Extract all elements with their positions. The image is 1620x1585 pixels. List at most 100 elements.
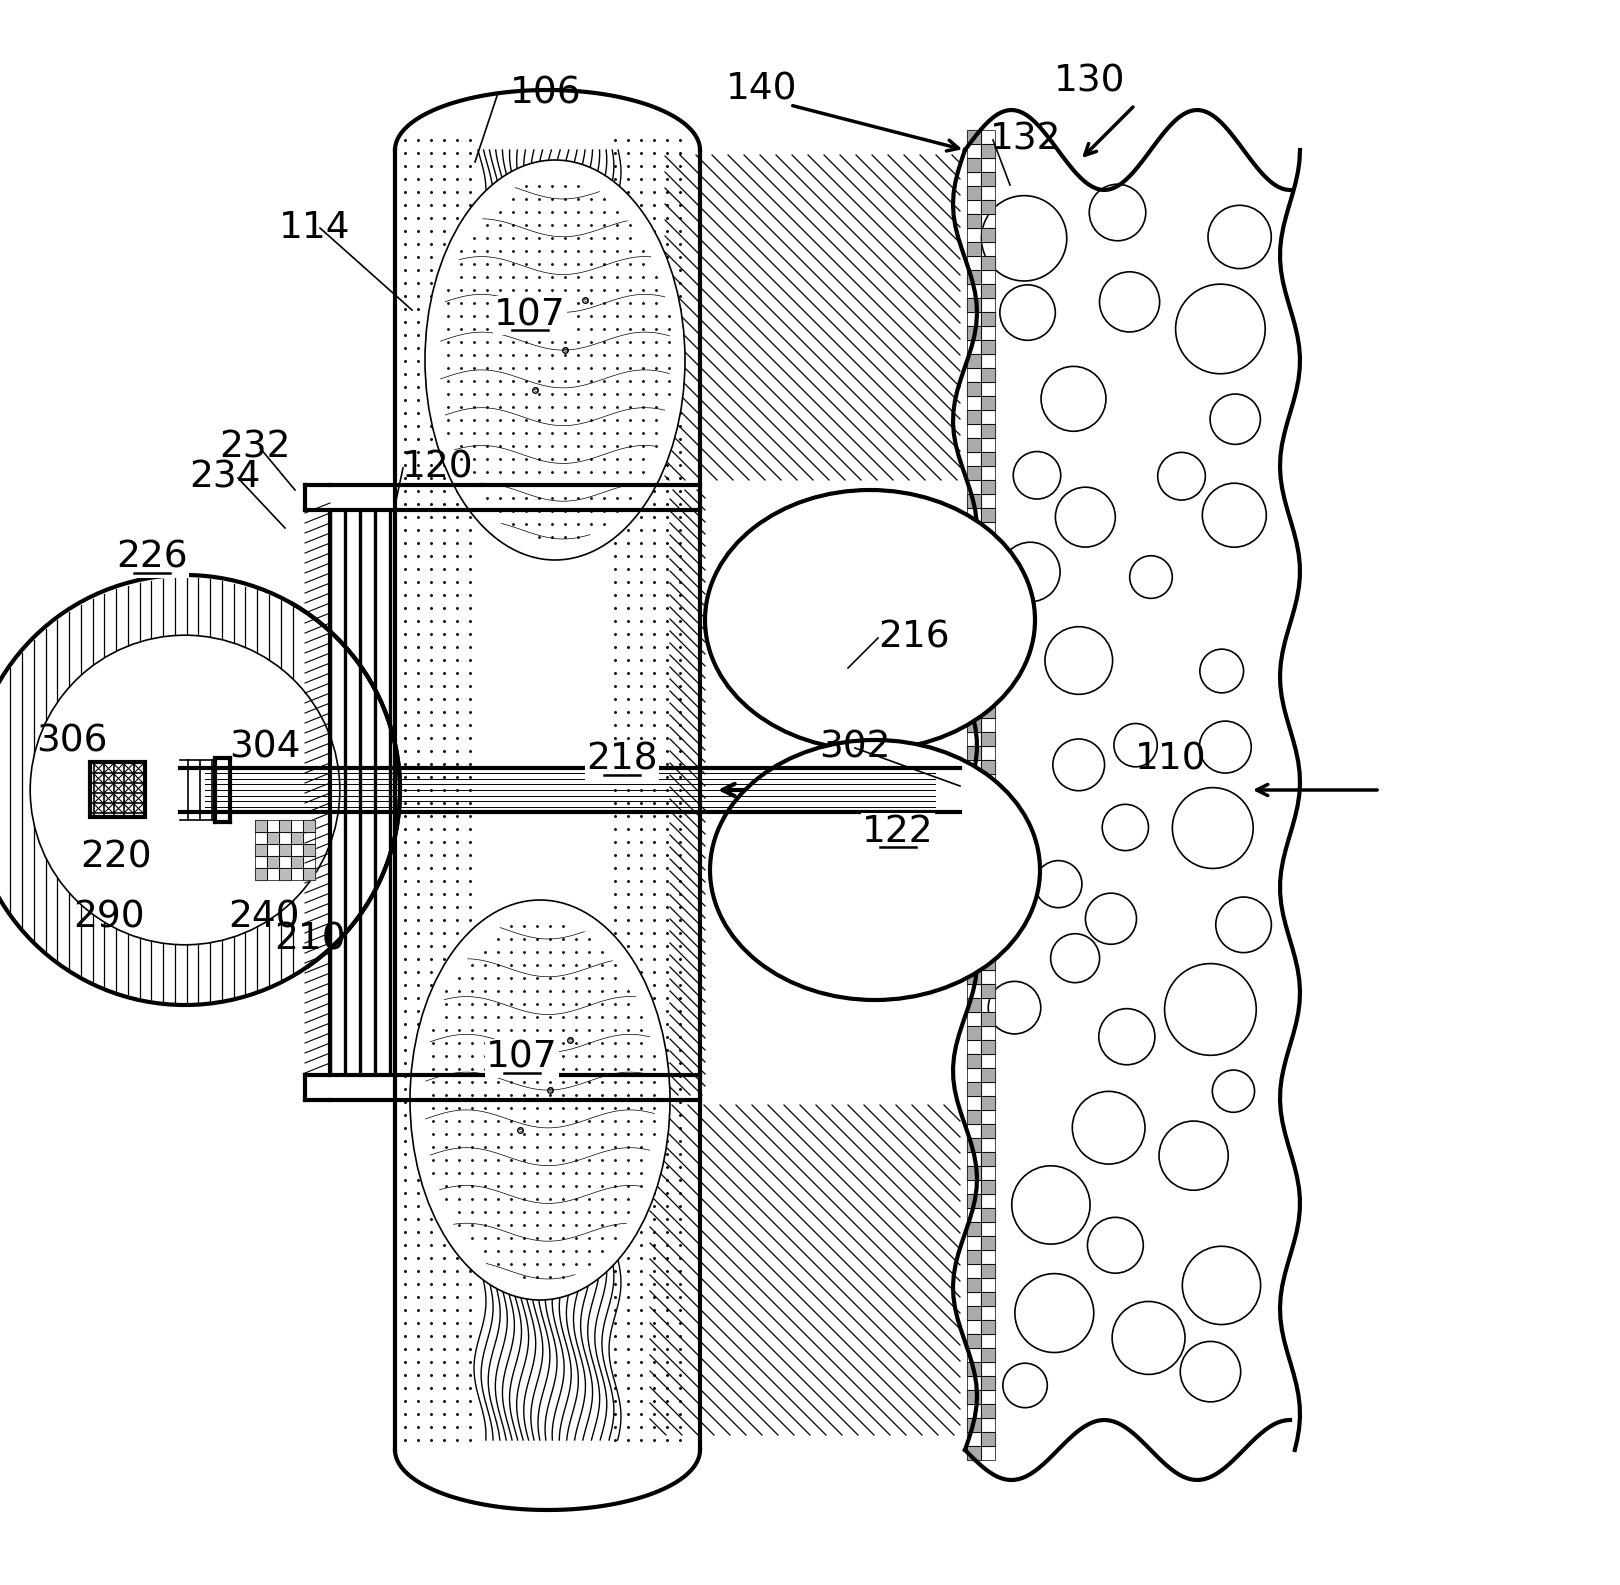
Bar <box>982 732 995 747</box>
Bar <box>967 857 982 872</box>
Bar <box>967 915 982 927</box>
Bar <box>967 970 982 984</box>
Bar <box>967 1138 982 1152</box>
Text: 218: 218 <box>586 742 658 778</box>
Bar <box>967 1194 982 1208</box>
Text: 304: 304 <box>230 731 301 766</box>
Circle shape <box>1202 483 1267 547</box>
Bar <box>982 1335 995 1347</box>
Circle shape <box>1102 804 1149 851</box>
Bar <box>967 353 982 368</box>
Circle shape <box>1000 285 1055 341</box>
Bar <box>982 1025 995 1040</box>
Bar <box>967 1025 982 1040</box>
Bar <box>267 869 279 880</box>
Bar <box>982 312 995 327</box>
Bar <box>303 832 314 843</box>
Bar <box>967 999 982 1011</box>
Bar <box>967 1040 982 1054</box>
Bar <box>982 927 995 941</box>
Bar <box>267 843 279 856</box>
Bar <box>967 999 982 1011</box>
Bar <box>982 872 995 886</box>
Bar <box>982 480 995 495</box>
Circle shape <box>1087 1217 1144 1273</box>
Bar <box>967 228 982 243</box>
Bar <box>303 819 314 832</box>
Bar <box>982 843 995 857</box>
Bar <box>967 480 982 495</box>
Text: 120: 120 <box>402 450 473 487</box>
Bar <box>982 228 995 243</box>
Bar <box>967 1222 982 1236</box>
Bar <box>967 396 982 411</box>
Bar <box>967 341 982 353</box>
Bar <box>967 521 982 536</box>
Bar <box>967 1431 982 1446</box>
Bar <box>967 1292 982 1306</box>
Bar <box>982 941 995 956</box>
Bar <box>967 1011 982 1025</box>
Bar <box>303 819 314 832</box>
Bar <box>982 788 995 802</box>
Circle shape <box>1012 452 1061 499</box>
Bar <box>982 1194 995 1208</box>
Bar <box>967 243 982 257</box>
Bar <box>982 341 995 353</box>
Bar <box>982 368 995 382</box>
Bar <box>982 1095 995 1110</box>
Bar <box>967 1124 982 1138</box>
Bar <box>967 466 982 480</box>
Bar <box>967 185 982 200</box>
Circle shape <box>1003 1363 1047 1407</box>
Bar <box>967 1110 982 1124</box>
Bar <box>967 312 982 327</box>
Bar <box>967 550 982 564</box>
Bar <box>982 999 995 1011</box>
Bar <box>967 1222 982 1236</box>
Bar <box>982 509 995 521</box>
Bar <box>982 411 995 425</box>
Bar <box>967 704 982 718</box>
Text: 107: 107 <box>486 1040 557 1076</box>
Bar <box>982 915 995 927</box>
Bar <box>967 1110 982 1124</box>
Bar <box>982 144 995 158</box>
Bar <box>982 228 995 243</box>
Bar <box>982 1083 995 1095</box>
Bar <box>967 1263 982 1278</box>
Bar <box>967 1167 982 1179</box>
Bar <box>982 773 995 788</box>
Bar <box>967 689 982 704</box>
Bar <box>967 927 982 941</box>
Bar <box>254 819 267 832</box>
Circle shape <box>1129 556 1173 599</box>
Text: θ: θ <box>518 1127 523 1133</box>
Bar <box>967 675 982 689</box>
Text: 290: 290 <box>73 900 146 937</box>
Bar <box>982 353 995 368</box>
Bar <box>982 284 995 298</box>
Bar <box>967 1335 982 1347</box>
Bar <box>982 675 995 689</box>
Bar <box>267 832 279 843</box>
Bar <box>982 648 995 663</box>
Circle shape <box>1215 897 1272 953</box>
Bar <box>967 759 982 773</box>
Bar <box>982 452 995 466</box>
Circle shape <box>1212 1070 1254 1113</box>
Bar <box>982 648 995 663</box>
Bar <box>967 1236 982 1251</box>
Bar <box>982 1179 995 1194</box>
Bar <box>982 1040 995 1054</box>
Bar <box>967 605 982 620</box>
Bar <box>982 536 995 550</box>
Bar <box>982 1068 995 1083</box>
Circle shape <box>1072 1092 1145 1163</box>
Bar <box>982 521 995 536</box>
Bar <box>982 536 995 550</box>
Bar <box>967 831 982 843</box>
Bar <box>982 1152 995 1167</box>
Bar <box>91 762 146 816</box>
Bar <box>292 869 303 880</box>
